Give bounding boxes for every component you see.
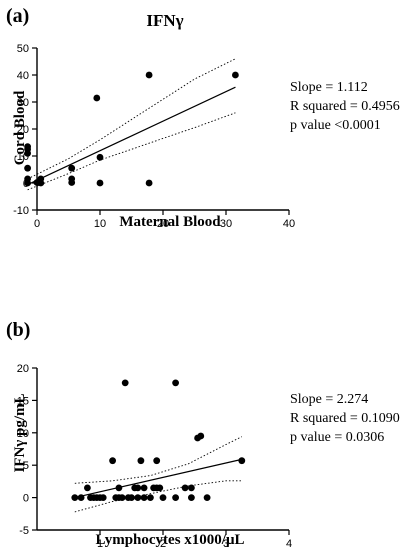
- panel-b-data-point: [118, 494, 126, 501]
- panel-a-data-point: [93, 94, 101, 102]
- panel-b-slope-text: Slope = 2.274: [290, 392, 368, 407]
- panel-b-data-point: [197, 432, 205, 440]
- panel-a-data-point: [145, 179, 153, 187]
- panel-a-data-point: [232, 71, 239, 79]
- panel-b-data-point: [140, 484, 148, 492]
- panel-a-r-squared-text: R squared = 0.4956: [290, 99, 400, 114]
- panel-b-y-tick-label: 20: [17, 363, 29, 375]
- panel-b-y-axis-label: IFNγ pg/mL: [12, 393, 28, 472]
- panel-b-data-point: [172, 494, 180, 501]
- panel-b-data-point: [109, 457, 116, 465]
- panel-b-r-squared-text: R squared = 0.1090: [290, 411, 400, 426]
- panel-b-data-point: [115, 484, 123, 492]
- panel-a-x-tick-label: 0: [34, 218, 40, 230]
- panel-a-p-value-text: p value <0.0001: [290, 118, 381, 133]
- panel-a-x-tick-label: 30: [220, 218, 232, 230]
- panel-a: (a) IFNγ Cord Blood Maternal Blood Slope…: [6, 5, 400, 230]
- panel-b-y-tick-label: 0: [23, 493, 29, 505]
- panel-a-data-point: [24, 164, 31, 172]
- panel-a-data-point: [96, 179, 104, 187]
- panel-a-data-point: [24, 179, 31, 187]
- panel-b-data-point: [147, 494, 154, 501]
- panel-a-data-point: [68, 164, 76, 172]
- panel-a-y-tick-label: 50: [17, 43, 29, 55]
- panel-a-y-tick-label: 20: [17, 124, 29, 136]
- panel-a-ci-upper: [27, 58, 236, 180]
- panel-a-ci-lower: [27, 112, 236, 191]
- panel-a-data-point: [68, 179, 76, 186]
- panel-b-data-point: [188, 484, 195, 492]
- panel-b-data-point: [181, 484, 189, 492]
- panel-b-data-point: [140, 494, 148, 501]
- panel-b-data-point: [156, 484, 164, 492]
- panel-b-data-point: [153, 457, 161, 465]
- panel-b-x-tick-label: 3: [223, 538, 229, 550]
- panel-b-data-point: [137, 457, 145, 465]
- panel-a-y-tick-label: -10: [13, 205, 29, 217]
- panel-a-x-tick-label: 40: [283, 218, 295, 230]
- panel-a-data-point: [145, 71, 153, 79]
- panel-a-data-point: [24, 149, 31, 157]
- panel-b-data-point: [77, 494, 85, 501]
- panel-b-y-tick-label: 15: [17, 395, 29, 407]
- panel-a-title: IFNγ: [146, 11, 183, 30]
- panel-b-x-axis-label: Lymphocytes x1000/μL: [96, 532, 245, 548]
- panel-b-data-point: [99, 494, 107, 501]
- panel-a-fit-line: [27, 86, 236, 186]
- panel-b-data-point: [128, 494, 135, 501]
- panel-b-y-tick-label: 5: [23, 460, 29, 472]
- panel-b-fit-line: [74, 458, 242, 499]
- panel-b-y-tick-label: -5: [19, 525, 29, 537]
- panel-b-plot-area: -5 0 5 10 15 20 1 2 3 4: [17, 363, 292, 550]
- panel-a-data-point: [37, 179, 45, 187]
- panel-b-y-tick-label: 10: [17, 428, 29, 440]
- panel-a-label: (a): [6, 5, 29, 27]
- panel-b-x-tick-label: 4: [286, 538, 292, 550]
- panel-a-slope-text: Slope = 1.112: [290, 80, 368, 95]
- panel-a-x-tick-label: 20: [157, 218, 169, 230]
- panel-b-data-point: [238, 457, 246, 465]
- panel-b-x-tick-label: 2: [160, 538, 166, 550]
- panel-b-ci-upper: [74, 436, 242, 484]
- panel-b-data-point: [134, 494, 142, 501]
- panel-b-label: (b): [6, 319, 30, 341]
- panel-a-stats: Slope = 1.112 R squared = 0.4956 p value…: [290, 80, 400, 133]
- panel-b: (b) IFNγ pg/mL Lymphocytes x1000/μL Slop…: [6, 319, 400, 550]
- panel-b-data-point: [172, 379, 180, 387]
- panel-b-data-point: [121, 379, 129, 387]
- panel-b-p-value-text: p value = 0.0306: [290, 430, 384, 445]
- panel-b-stats: Slope = 2.274 R squared = 0.1090 p value…: [290, 392, 400, 445]
- panel-a-data-point: [96, 153, 104, 161]
- panel-b-data-point: [188, 494, 195, 501]
- panel-a-x-axis-label: Maternal Blood: [119, 214, 221, 230]
- panel-b-data-point: [71, 494, 79, 501]
- panel-b-data-point: [203, 494, 211, 501]
- panel-a-x-tick-label: 10: [94, 218, 106, 230]
- panel-b-data-point: [159, 494, 167, 501]
- panel-a-y-axis-label: Cord Blood: [12, 90, 28, 165]
- panel-a-y-tick-label: 40: [17, 70, 29, 82]
- panel-b-data-point: [84, 484, 91, 492]
- panel-b-data-point: [134, 484, 142, 492]
- panel-a-y-tick-label: 30: [17, 97, 29, 109]
- panel-b-ci-lower: [74, 480, 242, 513]
- panel-a-plot-area: -1001020304050010203040: [13, 43, 295, 230]
- panel-b-x-tick-label: 1: [97, 538, 103, 550]
